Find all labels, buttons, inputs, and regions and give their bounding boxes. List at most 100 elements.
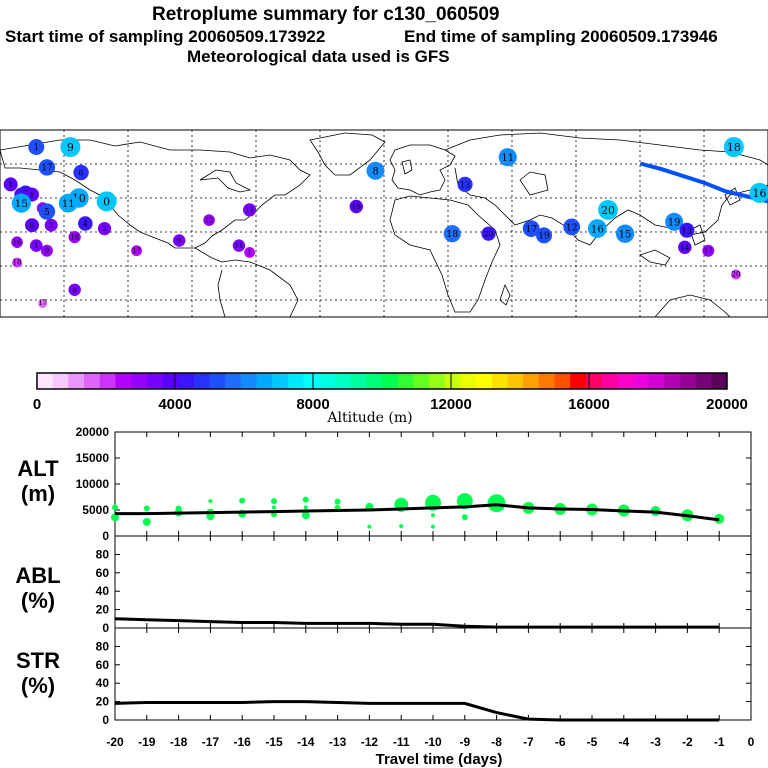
map-marker-dot [481,226,496,241]
map-marker-label: 8 [72,286,76,294]
colorbar-cell [287,373,305,389]
alt-scatter-point [303,505,308,510]
map-marker-dot [678,240,692,254]
map-marker-label: 20 [484,230,494,239]
alt-scatter-point [111,513,119,522]
map-marker-label: 1 [33,143,39,153]
map-marker-dot [587,219,607,239]
map-marker-dot [78,216,93,231]
map-marker-dot [38,159,56,176]
abl-y-tick-label: 60 [96,566,110,580]
map-marker-label: 19 [352,202,362,211]
map-marker-dot [38,203,56,220]
map-marker-label: 15 [15,198,28,210]
map-marker-label: 20 [601,204,615,217]
x-tick-label: -5 [587,735,598,749]
colorbar-cell [538,373,555,389]
colorbar-cell [240,373,258,389]
str-y-tick-label: 20 [96,695,110,709]
abl-label-line2: (%) [21,588,55,613]
map-marker-label: 1 [34,242,38,250]
colorbar-cell [68,373,85,389]
map-marker-label: 11 [501,153,514,164]
map-marker-label: 19 [538,232,549,242]
x-tick-label: -1 [714,735,725,749]
colorbar-cell [554,373,571,389]
x-tick-label: -13 [329,735,347,749]
colorbar-cell [523,373,540,389]
x-tick-label: -9 [459,735,470,749]
map-marker-dot [723,137,744,157]
x-tick-label: -10 [424,735,442,749]
map-marker-label: 18 [13,259,22,267]
colorbar-cell [115,373,132,389]
colorbar-cell [366,373,383,389]
colorbar-tick-label: 12000 [430,396,472,413]
map-marker-dot [598,200,618,220]
colorbar-dividers [174,373,590,389]
x-axis-label: Travel time (days) [376,751,503,768]
str-y-tick-label: 40 [96,676,110,690]
alt-scatter-point [399,524,404,529]
alt-scatter-point [175,505,182,512]
colorbar-tick-label: 16000 [568,396,610,413]
colorbar-tick-label: 20000 [706,396,748,413]
map-marker-label: 12 [205,216,214,224]
colorbar-cell [319,373,336,389]
alt-scatter-point [431,513,435,518]
x-tick-label: -14 [297,735,315,749]
map-marker-label: 2 [102,224,107,233]
x-tick-label: -6 [555,735,566,749]
figure-title: Retroplume summary for c130_060509 [152,4,499,25]
alt-y-tick-label: 10000 [76,477,110,491]
map-marker-label: 17 [704,247,713,255]
map-marker-dot [349,199,363,214]
colorbar-cell [585,373,603,389]
colorbar-label: Altitude (m) [326,410,412,426]
colorbar-cell [507,373,524,389]
x-tick-label: -12 [361,735,379,749]
map-marker-dot [498,148,517,167]
colorbar-cell [272,373,289,389]
colorbar-cell [664,373,681,389]
map-marker-dot [522,220,540,238]
x-tick-label: -11 [393,735,410,749]
map-marker-label: 20 [732,271,741,279]
map-marker-dot [131,245,142,257]
map-marker-label: 6 [78,168,83,178]
colorbar-cell [476,373,493,389]
start-time-label: Start time of sampling 20060509.173922 [5,27,325,46]
map-marker-label: 0 [103,195,110,208]
colorbar-cell [695,373,712,389]
alt-scatter-point [301,511,310,520]
map-marker-dot [73,164,89,181]
map-marker-label: 1 [247,249,251,257]
met-data-label: Meteorological data used is GFS [187,47,450,66]
alt-scatter-point [487,494,506,513]
x-tick-label: 0 [748,735,755,749]
x-tick-label: -15 [265,735,283,749]
map-marker-dot [731,269,741,280]
map-marker-label: 16 [752,187,766,200]
alt-scatter-point [142,517,151,526]
map-marker-dot [749,182,768,203]
alt-scatter-point [208,499,213,504]
colorbar-cell [444,373,461,389]
abl-label-line1: ABL [15,563,60,588]
alt-scatter-point [271,498,277,505]
colorbar-cell [570,373,587,389]
alt-scatter-point [461,514,468,521]
abl-y-tick-label: 20 [96,603,110,617]
colorbar-cell [256,373,273,389]
colorbar-cell [303,373,320,389]
alt-scatter-point [272,505,276,510]
x-tick-label: -4 [618,735,629,749]
colorbar-cell [617,373,634,389]
colorbar-cell [601,373,618,389]
colorbar-cell [491,373,508,389]
colorbar-cell [382,373,399,389]
map-marker-label: 17 [132,247,141,255]
colorbar-cell [162,373,179,389]
map-marker-dot [58,193,78,213]
